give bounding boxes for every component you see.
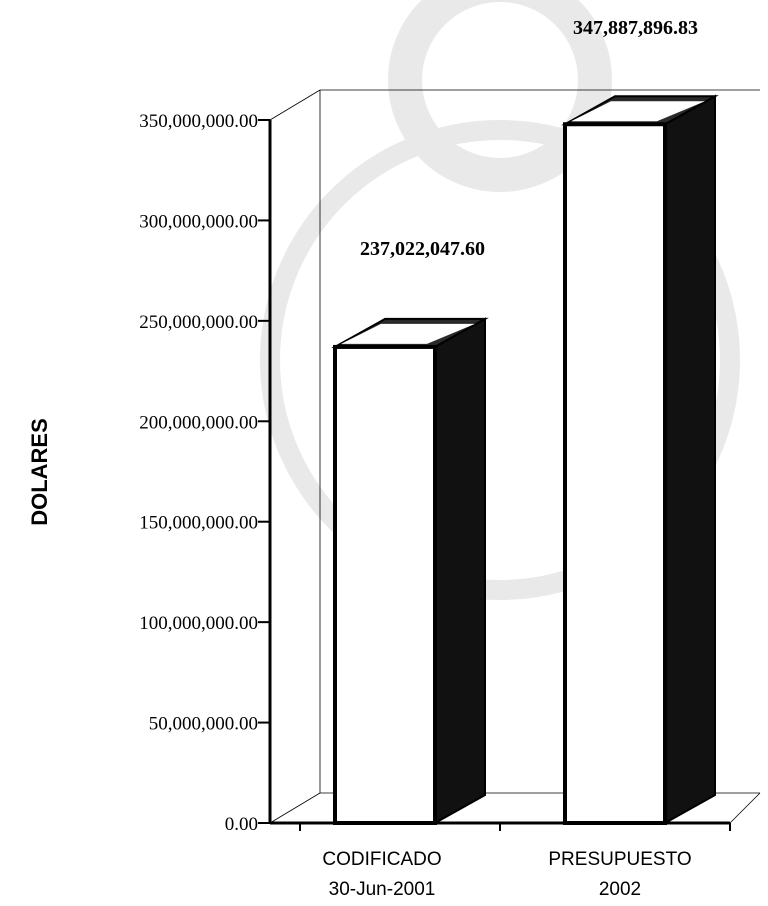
bar-top-highlight — [341, 323, 475, 344]
watermark-seal — [388, 0, 612, 192]
x-category-label: PRESUPUESTO — [548, 849, 691, 870]
bar-value-label: 347,887,896.83 — [573, 17, 698, 39]
bars-layer — [331, 94, 719, 825]
y-tick-label: 350,000,000.00 — [139, 111, 258, 132]
floor-left-depth — [269, 792, 321, 824]
x-category-label: CODIFICADO — [322, 849, 441, 870]
y-axis-label: DOLARES — [27, 418, 52, 526]
back-wall-top-left-depth — [269, 89, 321, 121]
y-tick-label: 200,000,000.00 — [139, 412, 258, 433]
y-tick-label: 0.00 — [225, 814, 258, 835]
bar-side-face — [664, 94, 716, 825]
bar-top-highlight — [571, 101, 705, 122]
bar-front-face — [563, 122, 667, 825]
bar-2 — [561, 94, 719, 825]
bar-value-label: 237,022,047.60 — [360, 238, 485, 260]
y-tick-label: 150,000,000.00 — [139, 513, 258, 534]
y-tick-label: 50,000,000.00 — [149, 714, 258, 735]
labels-layer: 0.00 50,000,000.00 100,000,000.00 150,000,0… — [27, 17, 698, 900]
y-tick-label: 250,000,000.00 — [139, 312, 258, 333]
y-axis — [258, 119, 272, 824]
bar-side-face — [434, 317, 486, 825]
x-category-label: 2002 — [599, 879, 641, 900]
y-tick-label: 300,000,000.00 — [139, 211, 258, 232]
x-category-label: 30-Jun-2001 — [329, 879, 436, 900]
bar-1 — [331, 317, 489, 825]
bar-front-face — [333, 344, 437, 825]
floor-right-depth — [729, 792, 761, 824]
y-tick-label: 100,000,000.00 — [139, 613, 258, 634]
